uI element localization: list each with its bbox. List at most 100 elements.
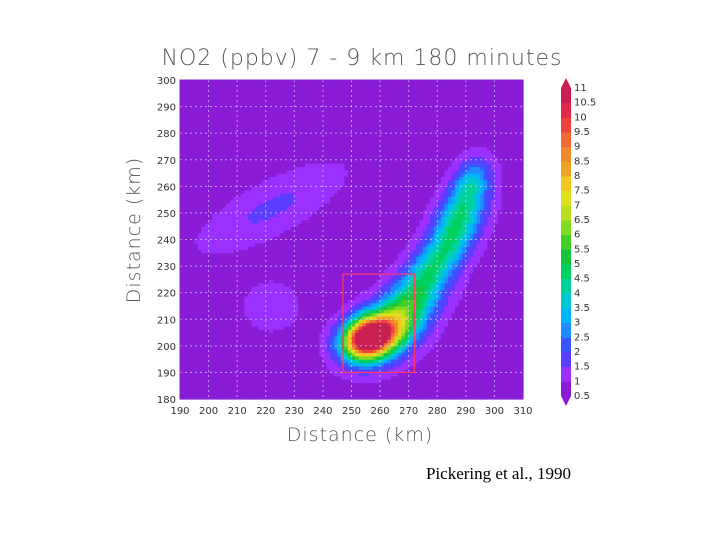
heatmap-cell xyxy=(505,345,510,350)
heatmap-cell xyxy=(447,389,453,393)
heatmap-cell xyxy=(180,252,185,257)
heatmap-cell xyxy=(247,352,253,357)
heatmap-cell xyxy=(272,309,278,314)
heatmap-cell xyxy=(476,345,481,350)
heatmap-cell xyxy=(244,365,249,370)
heatmap-cell xyxy=(347,392,353,397)
heatmap-cell xyxy=(301,375,306,380)
heatmap-cell xyxy=(515,252,521,257)
heatmap-cell xyxy=(187,232,192,237)
heatmap-cell xyxy=(301,259,306,264)
heatmap-cell xyxy=(405,392,410,397)
heatmap-cell xyxy=(297,372,303,377)
heatmap-cell xyxy=(283,339,288,344)
heatmap-cell xyxy=(237,365,242,370)
heatmap-cell xyxy=(458,369,463,374)
heatmap-cell xyxy=(433,276,438,280)
heatmap-cell xyxy=(312,392,317,397)
heatmap-cell xyxy=(408,325,413,330)
heatmap-cell xyxy=(497,289,503,294)
heatmap-cell xyxy=(480,329,485,334)
heatmap-cell xyxy=(494,329,499,334)
heatmap-cell xyxy=(440,329,445,334)
heatmap-cell xyxy=(455,256,460,261)
heatmap-cell xyxy=(290,372,295,377)
heatmap-cell xyxy=(390,389,395,393)
heatmap-cell xyxy=(272,345,278,350)
heatmap-cell xyxy=(494,259,499,264)
heatmap-cell xyxy=(447,289,453,294)
heatmap-cell xyxy=(330,319,335,324)
heatmap-cell xyxy=(476,239,481,244)
heatmap-cell xyxy=(219,246,224,251)
heatmap-cell xyxy=(269,299,274,304)
heatmap-cell xyxy=(394,252,399,257)
heatmap-cell xyxy=(205,309,210,314)
heatmap-cell xyxy=(447,382,453,387)
heatmap-cell xyxy=(412,392,417,397)
heatmap-cell xyxy=(340,232,345,237)
heatmap-cell xyxy=(308,329,313,334)
heatmap-cell xyxy=(519,359,524,364)
heatmap-cell xyxy=(387,342,392,347)
heatmap-cell xyxy=(201,315,206,320)
heatmap-cell xyxy=(447,345,453,350)
heatmap-cell xyxy=(447,395,453,400)
heatmap-cell xyxy=(405,385,410,390)
heatmap-cell xyxy=(237,355,242,360)
heatmap-cell xyxy=(272,355,278,360)
heatmap-cell xyxy=(190,315,195,320)
heatmap-cell xyxy=(319,339,324,344)
heatmap-cell xyxy=(262,259,267,264)
heatmap-cell xyxy=(244,259,249,264)
heatmap-cell xyxy=(426,335,431,340)
heatmap-cell xyxy=(394,286,399,290)
heatmap-cell xyxy=(333,385,338,390)
heatmap-cell xyxy=(390,242,395,247)
heatmap-cell xyxy=(383,259,388,264)
heatmap-cell xyxy=(458,349,463,354)
heatmap-cell xyxy=(330,342,335,347)
heatmap-cell xyxy=(419,315,424,320)
heatmap-cell xyxy=(501,365,506,370)
heatmap-cell xyxy=(287,266,292,270)
heatmap-cell xyxy=(408,335,413,340)
heatmap-cell xyxy=(447,259,453,264)
heatmap-cell xyxy=(369,305,374,310)
heatmap-cell xyxy=(305,236,310,241)
heatmap-cell xyxy=(322,229,328,234)
heatmap-cell xyxy=(308,236,313,241)
heatmap-cell xyxy=(405,302,410,307)
heatmap-cell xyxy=(290,292,295,297)
heatmap-cell xyxy=(190,282,195,287)
heatmap-cell xyxy=(383,246,388,251)
heatmap-cell xyxy=(472,385,478,390)
heatmap-cell xyxy=(422,282,428,287)
heatmap-cell xyxy=(369,395,374,400)
heatmap-cell xyxy=(405,292,410,297)
heatmap-cell xyxy=(344,289,349,294)
heatmap-cell xyxy=(183,289,188,294)
heatmap-cell xyxy=(508,339,513,344)
heatmap-cell xyxy=(280,342,285,347)
heatmap-cell xyxy=(194,292,199,297)
heatmap-cell xyxy=(408,369,413,374)
heatmap-cell xyxy=(244,266,249,270)
heatmap-cell xyxy=(480,266,485,270)
heatmap-cell xyxy=(294,315,299,320)
heatmap-cell xyxy=(397,305,403,310)
heatmap-cell xyxy=(312,279,317,284)
heatmap-cell xyxy=(401,252,406,257)
heatmap-cell xyxy=(255,269,260,274)
heatmap-cell xyxy=(497,335,503,340)
heatmap-cell xyxy=(222,232,228,237)
heatmap-cell xyxy=(397,375,403,380)
heatmap-cell xyxy=(215,375,220,380)
heatmap-cell xyxy=(297,295,303,300)
heatmap-cell xyxy=(376,375,381,380)
heatmap-cell xyxy=(297,312,303,317)
heatmap-cell xyxy=(255,272,260,277)
heatmap-cell xyxy=(505,299,510,304)
heatmap-cell xyxy=(212,269,217,274)
heatmap-cell xyxy=(383,365,388,370)
